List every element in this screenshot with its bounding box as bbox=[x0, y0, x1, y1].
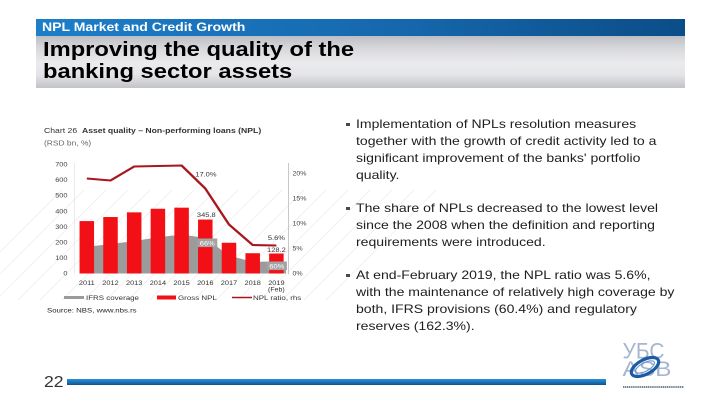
x-axis-tick-label: 2014 bbox=[150, 280, 167, 286]
x-axis-tick-label: 2011 bbox=[79, 280, 95, 286]
gross-npl-bar bbox=[150, 208, 166, 274]
data-label-box bbox=[197, 238, 218, 248]
legend-swatch-gross-npl bbox=[156, 295, 176, 300]
gross-npl-bar bbox=[79, 221, 95, 274]
bullet-line: together with the growth of credit activ… bbox=[356, 133, 657, 148]
legend-label: IFRS coverage bbox=[86, 294, 139, 302]
bullet-line: reserves (162.3%). bbox=[356, 318, 475, 333]
watermark-line bbox=[39, 189, 151, 301]
data-label: 60% bbox=[269, 264, 284, 270]
watermark-line bbox=[0, 189, 85, 275]
x-axis-tick-label: 2017 bbox=[221, 280, 238, 286]
npl-chart: Chart 26 Asset quality – Non-performing … bbox=[0, 127, 437, 314]
chart-source: Source: NBS, www.nbs.rs bbox=[47, 306, 137, 314]
chart-subtitle: (RSD bn, %) bbox=[44, 139, 92, 147]
x-axis-tick-label: 2019 bbox=[268, 280, 285, 286]
y2-axis-tick-label: 10% bbox=[292, 221, 306, 227]
data-label: 66% bbox=[200, 241, 215, 247]
bullet-line: significant improvement of the banks' po… bbox=[356, 150, 641, 165]
data-label: 17.0% bbox=[195, 172, 216, 178]
bullet-line: requirements were introduced. bbox=[356, 234, 546, 249]
x-axis-tick-label: 2013 bbox=[126, 280, 143, 286]
bullet-square-icon bbox=[346, 122, 350, 127]
x-axis-tick-label: 2012 bbox=[102, 280, 119, 286]
page-number: 22 bbox=[44, 374, 64, 392]
y-axis-tick-label: 200 bbox=[55, 240, 67, 246]
legend-swatch-ifrs-coverage bbox=[63, 296, 84, 299]
y-axis-tick-label: 400 bbox=[55, 209, 67, 215]
watermark-line bbox=[0, 189, 63, 253]
bullet-line: At end-February 2019, the NPL ratio was … bbox=[356, 267, 651, 282]
x-axis-tick-label: 2016 bbox=[197, 280, 214, 286]
logo-ring-icon bbox=[629, 355, 661, 379]
watermark-line bbox=[281, 189, 393, 301]
bullet-line: both, IFRS provisions (60.4%) and regula… bbox=[356, 301, 637, 316]
section-label: NPL Market and Credit Growth bbox=[42, 20, 246, 34]
y-axis-tick-label: 100 bbox=[55, 256, 67, 262]
bullet-square-icon bbox=[346, 206, 350, 211]
watermark-line bbox=[0, 189, 107, 297]
bullet-square-icon bbox=[346, 273, 350, 277]
y2-axis-tick-label: 0% bbox=[292, 271, 302, 277]
y2-axis-tick-label: 5% bbox=[292, 246, 302, 252]
page-title-line-2: banking sector assets bbox=[43, 60, 293, 83]
y2-axis-tick-label: 15% bbox=[292, 196, 306, 202]
data-label-box bbox=[266, 261, 287, 271]
x-axis-tick-label: 2018 bbox=[245, 280, 262, 286]
gross-npl-bar bbox=[103, 217, 118, 274]
y-axis-tick-label: 500 bbox=[55, 193, 67, 199]
x-axis-tick-label: 2015 bbox=[173, 280, 190, 286]
logo: УБС АЅВ bbox=[623, 338, 684, 388]
y-axis-tick-label: 300 bbox=[55, 224, 67, 230]
chart-watermark bbox=[0, 189, 437, 301]
x-axis-tick-sublabel: (Feb) bbox=[268, 287, 285, 293]
y-axis-tick-label: 700 bbox=[55, 162, 67, 168]
bullet-line: since the 2008 when the definition and r… bbox=[356, 217, 655, 232]
bullet-text: Implementation of NPLs resolution measur… bbox=[356, 116, 656, 184]
watermark-line bbox=[303, 189, 415, 301]
data-label: 128.2 bbox=[267, 248, 286, 254]
chart-plot-area: 0 100 200 300 400 500 600 700 0% 5% 10% 15% 20% 2011 2… bbox=[55, 162, 307, 302]
npl-ratio-line bbox=[86, 164, 277, 247]
watermark-line bbox=[259, 189, 371, 301]
y2-axis-tick-label: 20% bbox=[292, 171, 306, 177]
footer-divider bbox=[67, 378, 606, 385]
page-title-line-1: Improving the quality of the bbox=[43, 38, 355, 61]
gross-npl-bar bbox=[174, 207, 189, 274]
data-label: 345.8 bbox=[197, 212, 216, 218]
data-label: 5.6% bbox=[268, 235, 285, 241]
page-title: Improving the quality of the banking sec… bbox=[43, 39, 354, 84]
bullet-text: At end-February 2019, the NPL ratio was … bbox=[356, 267, 674, 335]
gross-npl-bar bbox=[126, 212, 142, 274]
section-header-bar: NPL Market and Credit Growth bbox=[36, 19, 685, 36]
legend-label: Gross NPL bbox=[178, 294, 217, 302]
logo-ring-inner-icon bbox=[634, 360, 656, 374]
chart-title: Chart 26 Asset quality – Non-performing … bbox=[44, 127, 262, 135]
bullet-text: The share of NPLs decreased to the lowes… bbox=[356, 200, 658, 251]
gross-npl-bar bbox=[221, 242, 237, 274]
bullet-line: quality. bbox=[356, 167, 400, 182]
watermark-line bbox=[237, 189, 349, 301]
bullet-line: The share of NPLs decreased to the lowes… bbox=[356, 200, 659, 215]
chart-title-text: Asset quality – Non-performing loans (NP… bbox=[82, 127, 262, 135]
bullet-line: Implementation of NPLs resolution measur… bbox=[356, 116, 637, 131]
chart-number: Chart 26 bbox=[44, 127, 78, 135]
bullet-line: with the maintenance of relatively high … bbox=[356, 284, 675, 299]
y-axis-tick-label: 0 bbox=[63, 271, 67, 277]
legend-label: NPL ratio, rhs bbox=[253, 294, 302, 302]
gross-npl-bar bbox=[245, 253, 260, 274]
watermark-line bbox=[17, 189, 129, 301]
title-band: Improving the quality of the banking sec… bbox=[36, 36, 685, 88]
watermark-line bbox=[193, 189, 305, 301]
y-axis-tick-label: 600 bbox=[55, 178, 67, 184]
watermark-line bbox=[325, 189, 437, 301]
